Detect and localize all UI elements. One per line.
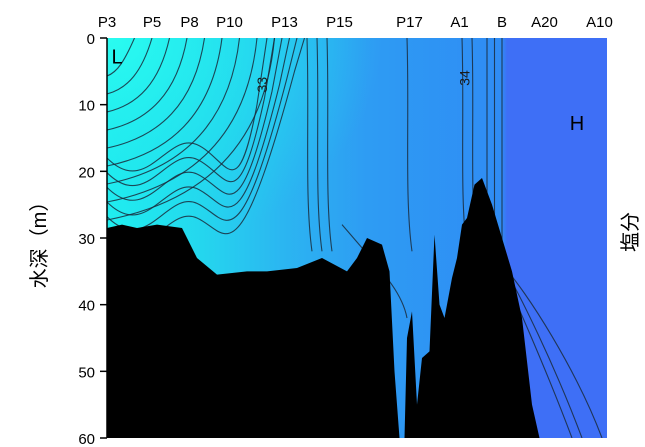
contour-line: [107, 38, 241, 185]
contour-line: [107, 38, 268, 172]
station-label: A1: [450, 14, 468, 31]
contour-line: [107, 38, 223, 167]
station-label: P17: [396, 14, 423, 31]
y-axis-title: 水深（m）: [28, 192, 51, 289]
y-tick-label: 10: [78, 98, 95, 115]
contour-line: [107, 38, 171, 113]
y-tick-label: 30: [78, 231, 95, 248]
station-label: A10: [586, 14, 613, 31]
contour-line: [107, 38, 136, 77]
y-ticks: 0 10 20 30 40 50 60: [78, 31, 107, 447]
variable-label: 塩分: [619, 212, 642, 252]
contour-line: [107, 38, 206, 149]
station-label: P8: [180, 14, 198, 31]
contour-value-label: 33: [254, 77, 270, 93]
contour-value-label: 34: [457, 70, 473, 86]
y-tick-label: 40: [78, 298, 95, 315]
contour-line: [107, 38, 298, 231]
y-tick-label: 60: [78, 431, 95, 447]
salinity-contours: [107, 38, 603, 438]
y-tick-label: 20: [78, 164, 95, 181]
annotations: 33 34 L H: [111, 46, 584, 135]
station-label: P3: [98, 14, 116, 31]
station-label: P5: [143, 14, 161, 31]
station-label: B: [497, 14, 507, 31]
contour-line: [306, 38, 313, 252]
station-label: P13: [271, 14, 298, 31]
y-tick-label: 50: [78, 364, 95, 381]
contour-line: [107, 38, 258, 203]
contour-line: [107, 38, 188, 131]
contour-line: [107, 38, 153, 95]
y-tick-label: 0: [87, 31, 95, 48]
station-label: A20: [531, 14, 558, 31]
sea-bottom-topography: [107, 178, 540, 438]
station-labels: P3 P5 P8 P10 P13 P15 P17 A1 B A20 A10: [98, 14, 613, 31]
plot-area: [107, 38, 607, 438]
contour-line: [107, 38, 283, 201]
region-label: H: [570, 113, 584, 135]
region-label: L: [111, 46, 122, 68]
contour-line: [406, 38, 413, 252]
contour-line: [107, 38, 276, 187]
station-label: P10: [216, 14, 243, 31]
contour-line: [107, 38, 291, 216]
contour-line: [316, 38, 323, 252]
contour-line: [326, 38, 333, 252]
station-label: P15: [326, 14, 353, 31]
